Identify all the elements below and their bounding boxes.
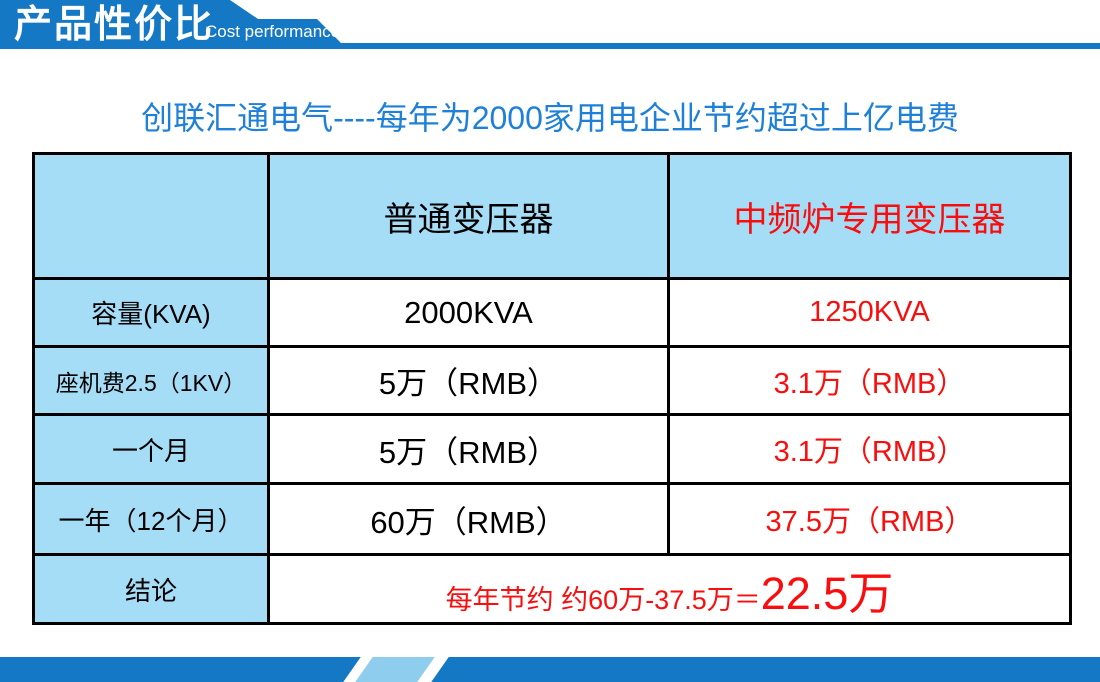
row-label-cell: 一个月: [32, 413, 270, 485]
ordinary-value-cell: 5万（RMB）: [267, 413, 670, 485]
conclusion-label-cell: 结论: [32, 553, 270, 625]
header-strip: [0, 43, 1100, 49]
table-row: 容量(KVA) 2000KVA 1250KVA: [32, 277, 1072, 348]
corner-cell: [32, 152, 270, 280]
header-banner-shape: [0, 0, 1100, 49]
ordinary-value-cell: 2000KVA: [267, 277, 670, 348]
conclusion-value-cell: 每年节约 约60万-37.5万＝22.5万: [267, 553, 1072, 625]
conclusion-row: 结论 每年节约 约60万-37.5万＝22.5万: [32, 553, 1072, 625]
row-label-cell: 一年（12个月）: [32, 482, 270, 556]
page-title: 产品性价比: [14, 4, 215, 46]
table-header-row: 普通变压器 中频炉专用变压器: [32, 152, 1072, 280]
special-value-cell: 1250KVA: [667, 277, 1072, 348]
footer-left-segment: [0, 657, 361, 682]
header-polygon: [0, 0, 347, 49]
column-header-special: 中频炉专用变压器: [667, 152, 1072, 280]
special-value-cell: 37.5万（RMB）: [667, 482, 1072, 556]
footer-bar: [0, 657, 1100, 682]
table-row: 一年（12个月） 60万（RMB） 37.5万（RMB）: [32, 482, 1072, 556]
row-label-cell: 容量(KVA): [32, 277, 270, 348]
table-row: 座机费2.5（1KV） 5万（RMB） 3.1万（RMB）: [32, 345, 1072, 416]
conclusion-text: 每年节约 约60万-37.5万＝: [445, 584, 761, 615]
row-label-cell: 座机费2.5（1KV）: [32, 345, 270, 416]
conclusion-highlight: 22.5万: [760, 567, 894, 619]
footer-right-segment: [431, 657, 1100, 682]
special-value-cell: 3.1万（RMB）: [667, 345, 1072, 416]
ordinary-value-cell: 60万（RMB）: [267, 482, 670, 556]
table-row: 一个月 5万（RMB） 3.1万（RMB）: [32, 413, 1072, 485]
column-header-ordinary: 普通变压器: [267, 152, 670, 280]
comparison-table: 普通变压器 中频炉专用变压器 容量(KVA) 2000KVA 1250KVA 座…: [32, 152, 1072, 625]
headline: 创联汇通电气----每年为2000家用电企业节约超过上亿电费: [141, 100, 959, 136]
footer-accent-slash: [355, 657, 435, 682]
special-value-cell: 3.1万（RMB）: [667, 413, 1072, 485]
ordinary-value-cell: 5万（RMB）: [267, 345, 670, 416]
page-subtitle: Cost performance: [205, 22, 341, 41]
